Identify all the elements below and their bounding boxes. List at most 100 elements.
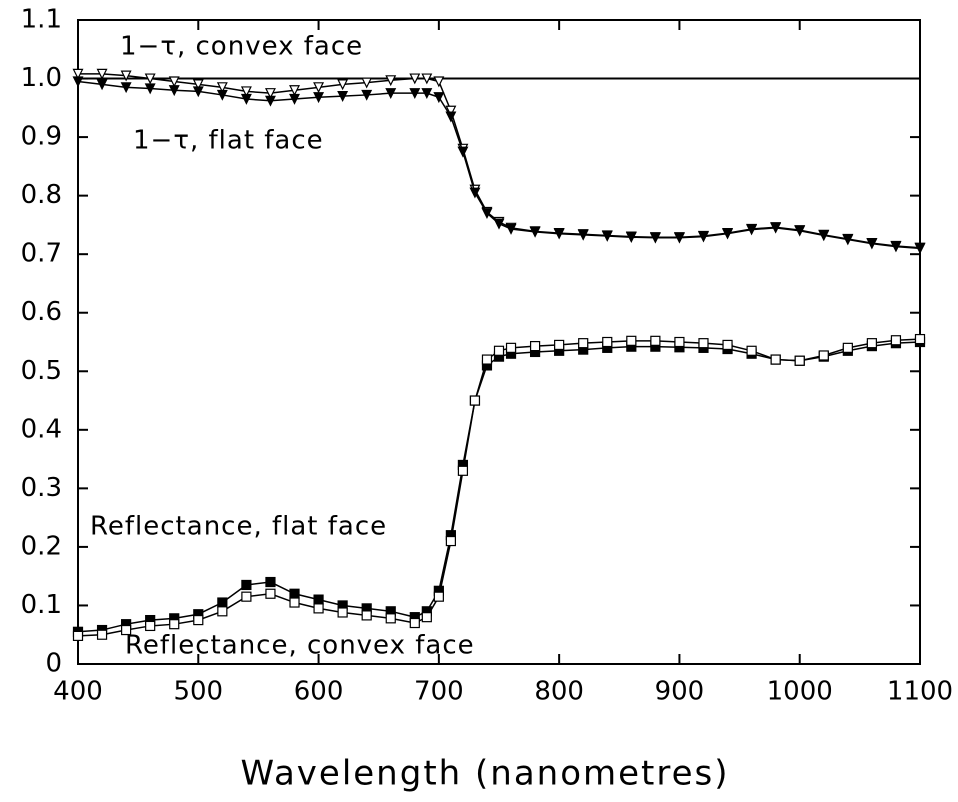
marker bbox=[673, 232, 685, 244]
marker bbox=[554, 339, 565, 351]
y-tick-label: 0.5 bbox=[21, 356, 62, 386]
x-tick-label: 900 bbox=[655, 677, 705, 707]
marker bbox=[409, 617, 420, 629]
marker bbox=[674, 336, 685, 348]
marker bbox=[361, 77, 373, 89]
marker bbox=[144, 73, 156, 85]
marker bbox=[626, 335, 637, 346]
marker bbox=[794, 225, 806, 237]
annotation: Reflectance, convex face bbox=[125, 631, 475, 661]
marker bbox=[240, 86, 252, 98]
marker bbox=[445, 111, 457, 123]
annotation: Reflectance, flat face bbox=[90, 512, 387, 542]
marker bbox=[192, 79, 204, 91]
marker bbox=[240, 93, 252, 105]
y-tick-label: 0.7 bbox=[21, 239, 62, 269]
series-line bbox=[77, 341, 921, 633]
marker bbox=[385, 88, 397, 100]
marker bbox=[265, 588, 276, 599]
marker bbox=[602, 336, 613, 348]
y-tick-label: 0.9 bbox=[21, 122, 62, 152]
marker bbox=[698, 338, 709, 349]
marker bbox=[168, 76, 180, 88]
marker bbox=[481, 208, 493, 220]
x-tick-label: 500 bbox=[173, 677, 223, 707]
marker bbox=[96, 79, 108, 91]
y-tick-label: 1.0 bbox=[21, 63, 62, 93]
marker bbox=[313, 82, 325, 94]
marker bbox=[216, 89, 228, 101]
marker bbox=[385, 613, 396, 624]
y-tick-label: 0.8 bbox=[21, 180, 62, 210]
y-tick-label: 0.2 bbox=[21, 531, 62, 561]
marker bbox=[289, 85, 300, 97]
marker bbox=[578, 338, 589, 349]
marker bbox=[289, 588, 300, 599]
marker bbox=[493, 218, 505, 230]
marker bbox=[421, 73, 433, 85]
marker bbox=[96, 629, 108, 640]
marker bbox=[445, 105, 457, 117]
marker bbox=[842, 342, 853, 353]
marker bbox=[193, 614, 204, 626]
marker bbox=[385, 75, 397, 87]
marker bbox=[72, 630, 84, 641]
marker bbox=[914, 243, 926, 255]
y-tick-label: 0.4 bbox=[21, 414, 62, 444]
marker bbox=[601, 230, 613, 242]
plot-frame bbox=[77, 19, 921, 665]
x-tick-label: 800 bbox=[534, 677, 584, 707]
marker bbox=[698, 231, 709, 243]
marker bbox=[121, 624, 132, 636]
marker bbox=[72, 68, 84, 80]
annotation: 1−τ, convex face bbox=[120, 32, 363, 62]
marker bbox=[469, 187, 481, 199]
marker bbox=[192, 86, 204, 98]
marker bbox=[842, 234, 854, 246]
marker bbox=[818, 350, 829, 361]
marker bbox=[216, 82, 228, 94]
marker bbox=[264, 95, 276, 107]
marker bbox=[649, 232, 661, 244]
marker bbox=[289, 93, 300, 105]
marker bbox=[818, 230, 830, 242]
y-tick-label: 0.1 bbox=[21, 590, 62, 620]
x-tick-label: 400 bbox=[53, 677, 103, 707]
marker bbox=[770, 222, 782, 234]
marker bbox=[145, 620, 156, 632]
marker bbox=[120, 82, 132, 94]
marker bbox=[337, 607, 348, 618]
marker bbox=[409, 73, 421, 85]
marker bbox=[469, 395, 481, 406]
x-tick-label: 600 bbox=[294, 677, 344, 707]
marker bbox=[457, 146, 469, 158]
marker bbox=[313, 594, 324, 605]
marker bbox=[914, 333, 926, 345]
marker bbox=[217, 606, 228, 617]
marker bbox=[421, 612, 432, 623]
x-tick-label: 1100 bbox=[887, 677, 953, 707]
marker bbox=[265, 576, 276, 588]
marker bbox=[361, 610, 372, 621]
y-tick-label: 1.1 bbox=[21, 5, 62, 35]
marker bbox=[722, 228, 734, 240]
marker bbox=[746, 345, 757, 356]
marker bbox=[421, 88, 433, 100]
series-line bbox=[77, 338, 921, 637]
x-tick-label: 700 bbox=[414, 677, 464, 707]
marker bbox=[168, 85, 180, 97]
marker bbox=[746, 224, 758, 236]
marker bbox=[433, 591, 444, 602]
marker bbox=[144, 83, 156, 95]
series-line bbox=[77, 80, 921, 250]
marker bbox=[241, 591, 252, 602]
marker bbox=[313, 603, 324, 614]
marker bbox=[866, 338, 877, 349]
marker bbox=[625, 232, 637, 244]
marker bbox=[650, 335, 661, 346]
marker bbox=[241, 579, 252, 591]
marker bbox=[481, 354, 493, 365]
marker bbox=[337, 91, 349, 102]
marker bbox=[577, 229, 589, 241]
marker bbox=[505, 342, 517, 353]
